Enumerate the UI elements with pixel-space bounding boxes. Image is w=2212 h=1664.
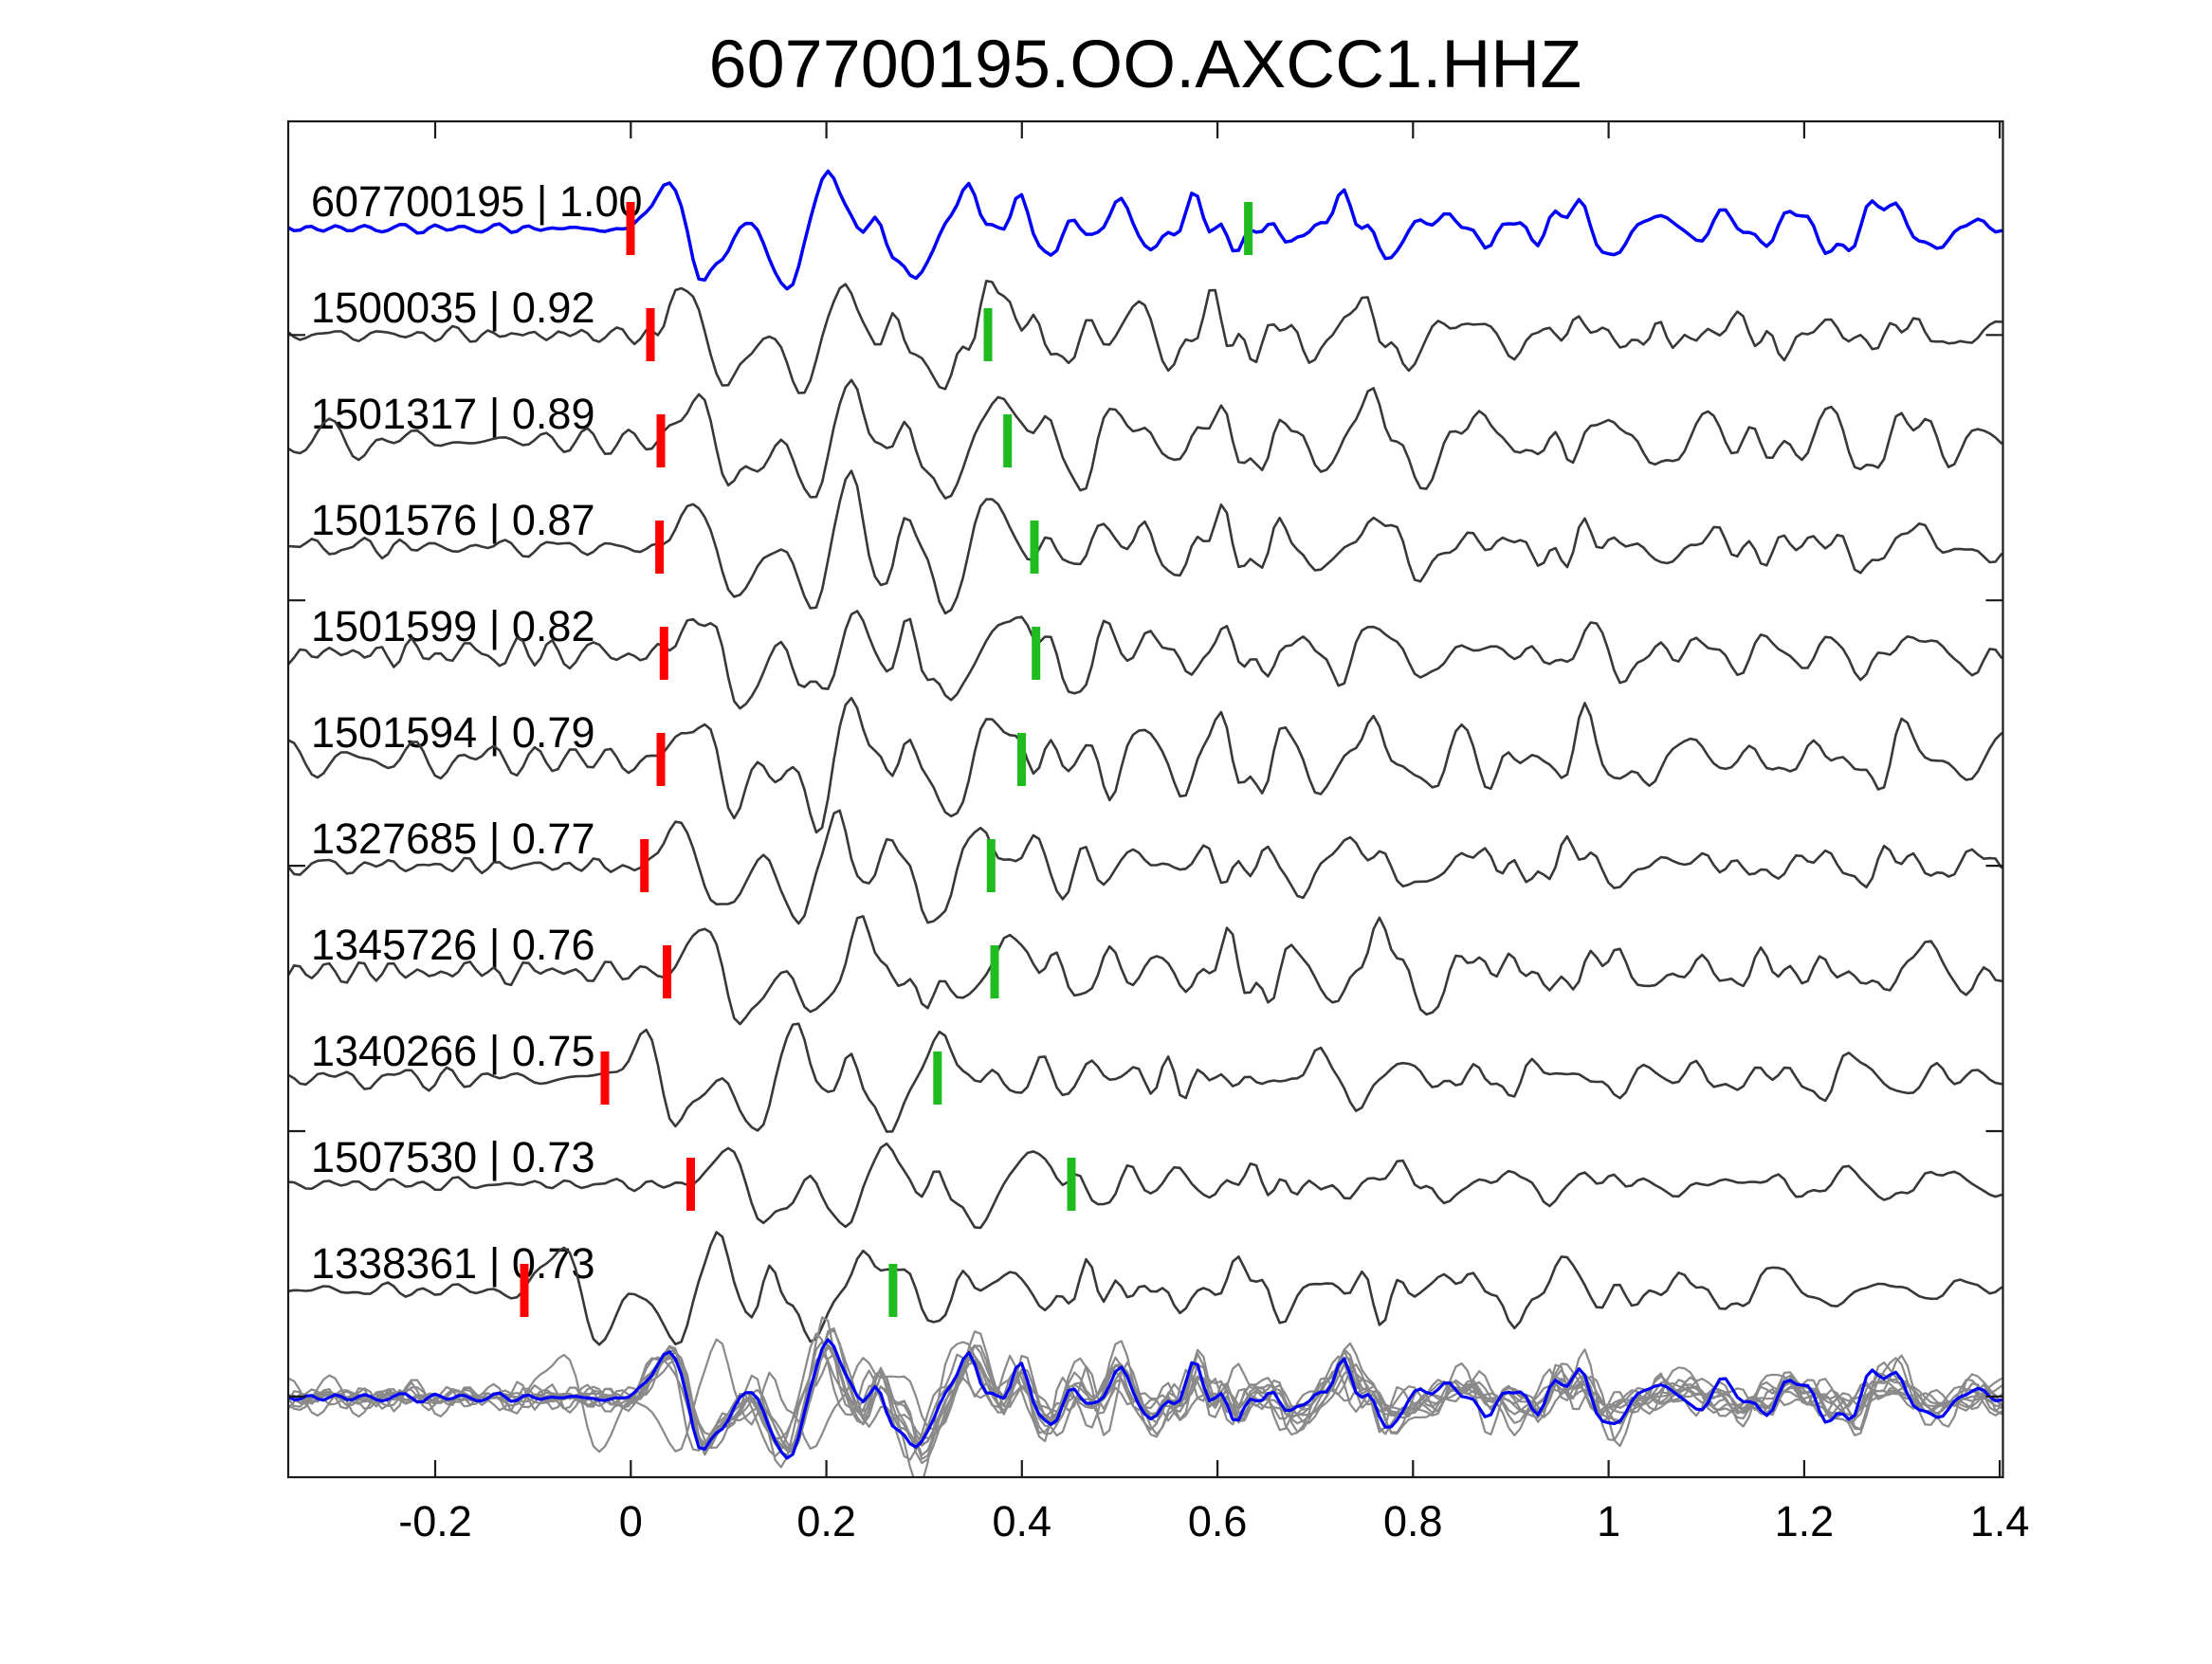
svg-text:0: 0 bbox=[619, 1497, 643, 1545]
svg-text:1.2: 1.2 bbox=[1775, 1497, 1835, 1545]
svg-text:1340266 | 0.75: 1340266 | 0.75 bbox=[311, 1027, 594, 1075]
svg-text:1501594 | 0.79: 1501594 | 0.79 bbox=[311, 708, 594, 757]
svg-text:1501576 | 0.87: 1501576 | 0.87 bbox=[311, 496, 594, 544]
svg-text:0.8: 0.8 bbox=[1383, 1497, 1443, 1545]
svg-text:1.4: 1.4 bbox=[1970, 1497, 2030, 1545]
svg-text:1501317 | 0.89: 1501317 | 0.89 bbox=[311, 390, 594, 438]
svg-text:0.2: 0.2 bbox=[796, 1497, 856, 1545]
svg-text:0.4: 0.4 bbox=[993, 1497, 1052, 1545]
svg-text:1501599 | 0.82: 1501599 | 0.82 bbox=[311, 602, 594, 650]
svg-text:1345726 | 0.76: 1345726 | 0.76 bbox=[311, 921, 594, 969]
svg-text:1507530 | 0.73: 1507530 | 0.73 bbox=[311, 1133, 594, 1181]
svg-text:0.6: 0.6 bbox=[1188, 1497, 1248, 1545]
svg-text:607700195 | 1.00: 607700195 | 1.00 bbox=[311, 177, 643, 226]
svg-text:1327685 | 0.77: 1327685 | 0.77 bbox=[311, 814, 594, 863]
svg-text:1500035 | 0.92: 1500035 | 0.92 bbox=[311, 283, 594, 332]
svg-text:607700195.OO.AXCC1.HHZ: 607700195.OO.AXCC1.HHZ bbox=[709, 27, 1582, 102]
svg-text:-0.2: -0.2 bbox=[398, 1497, 472, 1545]
svg-text:1: 1 bbox=[1597, 1497, 1620, 1545]
svg-text:1338361 | 0.73: 1338361 | 0.73 bbox=[311, 1239, 594, 1288]
